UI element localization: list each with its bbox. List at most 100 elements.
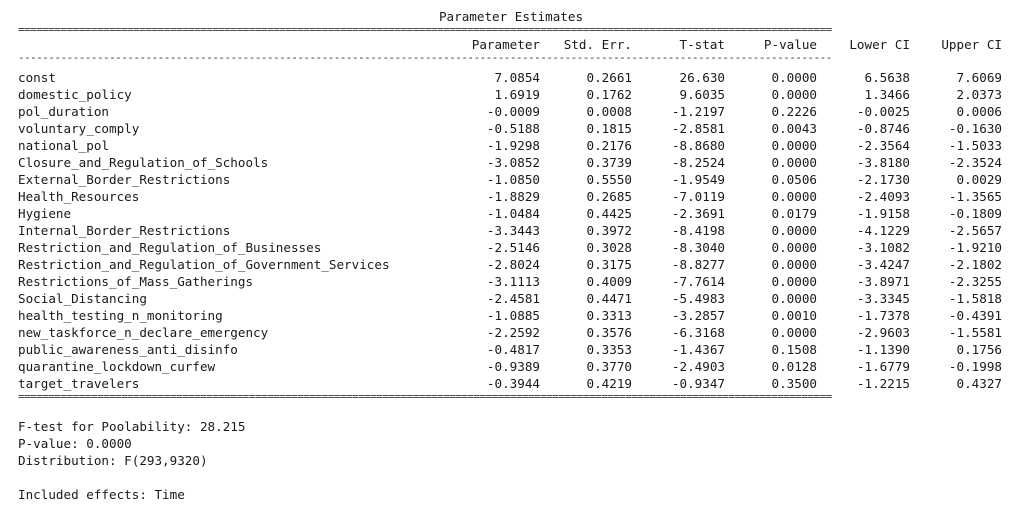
table-body: const 7.0854 0.2661 26.630 0.0000 6.5638 7.606… (18, 69, 1002, 392)
cell-std-err: 0.3739 (586, 155, 633, 170)
cell-lower-ci: -2.9603 (856, 325, 910, 340)
cell-parameter: 1.6919 (494, 87, 541, 102)
cell-t-stat: -8.4198 (671, 223, 725, 238)
table-row: voluntary_comply -0.5188 0.1815 -2.8581 0.00… (18, 120, 1002, 137)
cell-upper-ci: 0.4327 (956, 376, 1003, 391)
cell-parameter: -1.0885 (486, 308, 540, 323)
cell-lower-ci: -2.4093 (856, 189, 910, 204)
cell-parameter: -1.8829 (486, 189, 540, 204)
table-row: Restriction_and_Regulation_of_Government… (18, 256, 1002, 273)
cell-upper-ci: -1.9210 (948, 240, 1002, 255)
cell-p-value: 0.0043 (771, 121, 818, 136)
cell-lower-ci: -2.1730 (856, 172, 910, 187)
double-rule-bottom: ========================================… (18, 392, 832, 402)
cell-upper-ci: -0.1630 (948, 121, 1002, 136)
header-row: Parameter Std. Err. T-stat P-value Lower… (18, 35, 1002, 53)
cell-t-stat: -7.0119 (671, 189, 725, 204)
cell-std-err: 0.4219 (586, 376, 633, 391)
cell-upper-ci: -2.3524 (948, 155, 1002, 170)
cell-t-stat: 26.630 (679, 70, 726, 85)
row-variable-name: target_travelers (18, 376, 140, 391)
col-header-std-err: Std. Err. (563, 37, 632, 52)
cell-std-err: 0.3353 (586, 342, 633, 357)
cell-p-value: 0.0000 (771, 70, 818, 85)
cell-t-stat: -5.4983 (671, 291, 725, 306)
cell-std-err: 0.3770 (586, 359, 633, 374)
cell-std-err: 0.5550 (586, 172, 633, 187)
row-variable-name: Restriction_and_Regulation_of_Government… (18, 257, 390, 272)
cell-lower-ci: -3.8180 (856, 155, 910, 170)
cell-upper-ci: -1.3565 (948, 189, 1002, 204)
p-value-line: P-value: 0.0000 (18, 436, 132, 451)
row-variable-name: health_testing_n_monitoring (18, 308, 223, 323)
cell-p-value: 0.2226 (771, 104, 818, 119)
output-block: Parameter Estimates ====================… (18, 8, 1002, 503)
cell-upper-ci: 0.0006 (956, 104, 1003, 119)
cell-parameter: 7.0854 (494, 70, 541, 85)
cell-upper-ci: -1.5818 (948, 291, 1002, 306)
cell-p-value: 0.0000 (771, 138, 818, 153)
cell-parameter: -2.8024 (486, 257, 540, 272)
cell-parameter: -2.2592 (486, 325, 540, 340)
row-variable-name: Closure_and_Regulation_of_Schools (18, 155, 269, 170)
cell-t-stat: -0.9347 (671, 376, 725, 391)
table-row: target_travelers -0.3944 0.4219 -0.9347 0.35… (18, 375, 1002, 392)
cell-lower-ci: -1.6779 (856, 359, 910, 374)
cell-parameter: -0.0009 (486, 104, 540, 119)
cell-std-err: 0.4009 (586, 274, 633, 289)
cell-lower-ci: -4.1229 (856, 223, 910, 238)
cell-std-err: 0.4425 (586, 206, 633, 221)
cell-t-stat: -8.3040 (671, 240, 725, 255)
cell-p-value: 0.0000 (771, 325, 818, 340)
col-header-p-value: P-value (763, 37, 817, 52)
cell-lower-ci: -1.7378 (856, 308, 910, 323)
cell-parameter: -0.9389 (486, 359, 540, 374)
cell-upper-ci: 0.1756 (956, 342, 1003, 357)
table-row: External_Border_Restrictions -1.0850 0.555… (18, 171, 1002, 188)
cell-p-value: 0.0128 (771, 359, 818, 374)
cell-parameter: -0.5188 (486, 121, 540, 136)
cell-parameter: -2.5146 (486, 240, 540, 255)
row-variable-name: public_awareness_anti_disinfo (18, 342, 238, 357)
table-row: Social_Distancing -2.4581 0.4471 -5.4983 0.0… (18, 290, 1002, 307)
table-row: quarantine_lockdown_curfew -0.9389 0.3770 -… (18, 358, 1002, 375)
cell-lower-ci: -0.8746 (856, 121, 910, 136)
cell-t-stat: -2.8581 (671, 121, 725, 136)
included-effects-line: Included effects: Time (18, 487, 185, 502)
cell-std-err: 0.4471 (586, 291, 633, 306)
cell-p-value: 0.0000 (771, 257, 818, 272)
table-row: Restrictions_of_Mass_Gatherings -3.1113 0.… (18, 273, 1002, 290)
cell-lower-ci: -3.1082 (856, 240, 910, 255)
cell-p-value: 0.0010 (771, 308, 818, 323)
cell-p-value: 0.0000 (771, 189, 818, 204)
cell-p-value: 0.0179 (771, 206, 818, 221)
cell-upper-ci: -0.1809 (948, 206, 1002, 221)
cell-p-value: 0.1508 (771, 342, 818, 357)
table-row: new_taskforce_n_declare_emergency -2.2592… (18, 324, 1002, 341)
table-row: domestic_policy 1.6919 0.1762 9.6035 0.0000 1… (18, 86, 1002, 103)
row-variable-name: Hygiene (18, 206, 72, 221)
cell-t-stat: -8.8680 (671, 138, 725, 153)
cell-parameter: -3.0852 (486, 155, 540, 170)
cell-parameter: -1.0850 (486, 172, 540, 187)
cell-t-stat: 9.6035 (679, 87, 726, 102)
row-variable-name: External_Border_Restrictions (18, 172, 231, 187)
cell-p-value: 0.3500 (771, 376, 818, 391)
cell-p-value: 0.0000 (771, 240, 818, 255)
distribution-line: Distribution: F(293,9320) (18, 453, 208, 468)
cell-std-err: 0.3972 (586, 223, 633, 238)
cell-lower-ci: -1.9158 (856, 206, 910, 221)
table-row: Restriction_and_Regulation_of_Businesses… (18, 239, 1002, 256)
cell-parameter: -3.3443 (486, 223, 540, 238)
cell-lower-ci: -1.2215 (856, 376, 910, 391)
cell-std-err: 0.0008 (586, 104, 633, 119)
row-variable-name: Internal_Border_Restrictions (18, 223, 231, 238)
cell-lower-ci: -0.0025 (856, 104, 910, 119)
row-variable-name: const (18, 70, 56, 85)
table-title: Parameter Estimates (438, 9, 584, 24)
cell-p-value: 0.0000 (771, 291, 818, 306)
table-row: Internal_Border_Restrictions -3.3443 0.397… (18, 222, 1002, 239)
cell-p-value: 0.0000 (771, 87, 818, 102)
table-row: const 7.0854 0.2661 26.630 0.0000 6.5638 7.606… (18, 69, 1002, 86)
row-variable-name: domestic_policy (18, 87, 132, 102)
